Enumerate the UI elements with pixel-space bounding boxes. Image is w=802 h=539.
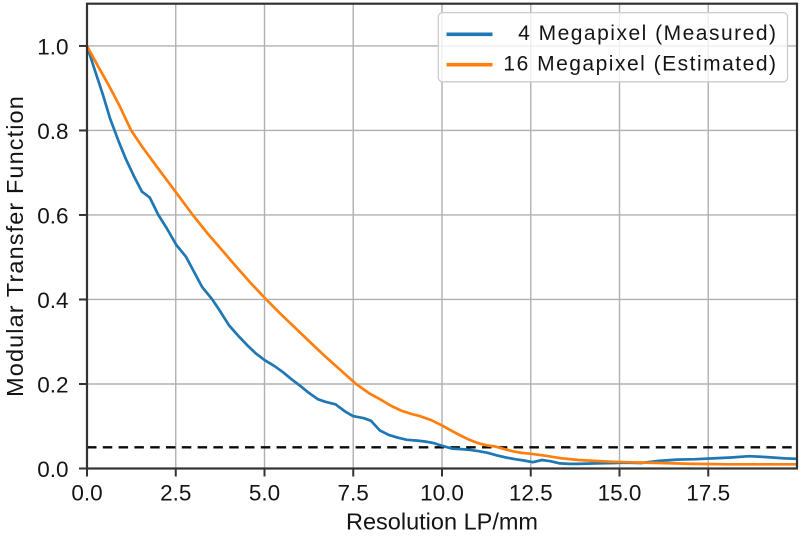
svg-text:0.4: 0.4	[37, 288, 68, 313]
svg-text:16 Megapixel (Estimated): 16 Megapixel (Estimated)	[503, 53, 777, 76]
svg-text:4 Megapixel (Measured): 4 Megapixel (Measured)	[518, 22, 777, 45]
svg-text:Resolution LP/mm: Resolution LP/mm	[346, 509, 538, 535]
svg-text:15.0: 15.0	[598, 481, 642, 506]
svg-text:7.5: 7.5	[338, 481, 369, 506]
svg-text:0.0: 0.0	[71, 481, 102, 506]
svg-text:1.0: 1.0	[37, 34, 68, 59]
svg-text:2.5: 2.5	[160, 481, 191, 506]
svg-text:10.0: 10.0	[420, 481, 464, 506]
svg-text:17.5: 17.5	[686, 481, 730, 506]
svg-text:12.5: 12.5	[509, 481, 553, 506]
svg-text:5.0: 5.0	[249, 481, 280, 506]
svg-text:0.6: 0.6	[37, 203, 68, 228]
svg-text:0.0: 0.0	[37, 457, 68, 482]
svg-text:0.8: 0.8	[37, 119, 68, 144]
svg-text:0.2: 0.2	[37, 372, 68, 397]
svg-text:Modular Transfer Function: Modular Transfer Function	[2, 95, 28, 397]
